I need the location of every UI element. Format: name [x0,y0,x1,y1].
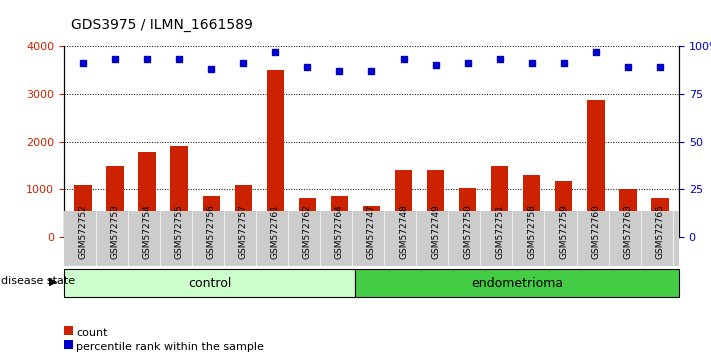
Bar [459,188,476,237]
Bar [651,198,668,237]
Bar [139,152,156,237]
Bar [267,70,284,237]
Bar [619,189,636,237]
Bar [64,269,356,297]
Text: control: control [188,277,231,290]
Text: ▶: ▶ [49,276,58,286]
Text: GDS3975 / ILMN_1661589: GDS3975 / ILMN_1661589 [71,18,253,32]
Bar [363,206,380,237]
Text: count: count [76,328,107,338]
Bar [356,269,679,297]
Bar [587,99,604,237]
Bar [171,146,188,237]
Bar [203,196,220,237]
Bar [107,166,124,237]
Bar [491,166,508,237]
Text: percentile rank within the sample: percentile rank within the sample [76,342,264,352]
Bar [395,170,412,237]
Bar [331,196,348,237]
Bar [555,181,572,237]
Bar [75,185,92,237]
Bar [235,185,252,237]
Bar [427,170,444,237]
Text: endometrioma: endometrioma [471,277,563,290]
Text: disease state: disease state [1,276,75,286]
Bar [523,175,540,237]
Bar [299,198,316,237]
